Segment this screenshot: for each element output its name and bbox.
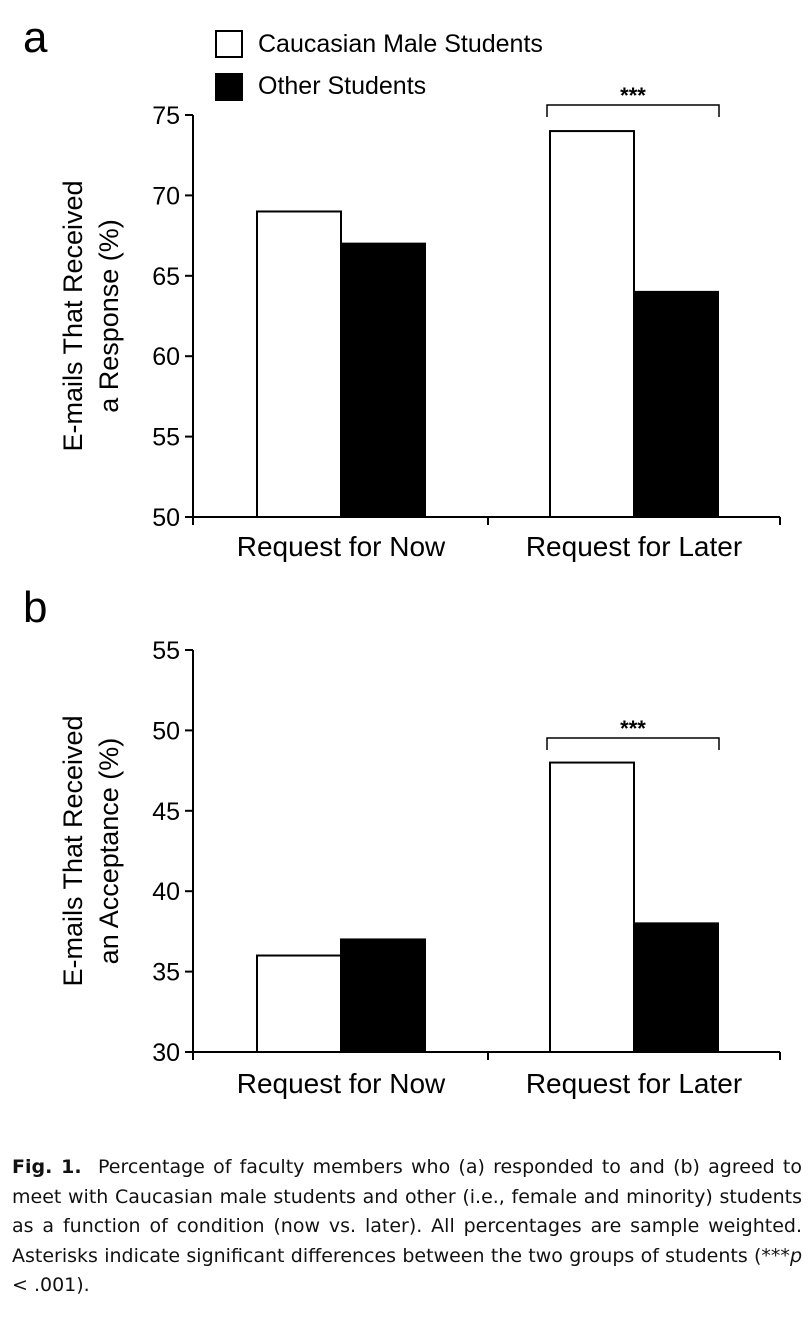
caption-label: Fig. 1. (12, 1156, 82, 1178)
y-axis-label: E-mails That Received (58, 180, 88, 451)
legend-label-caucasian: Caucasian Male Students (258, 30, 543, 58)
panel-a: a 50 55 60 65 70 75 Request for Now Request for … (23, 13, 781, 562)
panel-letter: a (23, 13, 48, 62)
significance-label: *** (620, 83, 646, 108)
y-tick-label: 35 (152, 959, 180, 987)
y-axis-label: an Acceptance (%) (94, 738, 124, 965)
bar-other-1 (633, 290, 719, 518)
caption-text-end: < .001). (12, 1274, 90, 1296)
bar-other-0 (340, 938, 426, 1053)
significance-bracket (546, 737, 720, 750)
y-axis-label: a Response (%) (94, 219, 124, 413)
bar-other-1 (633, 922, 719, 1053)
y-tick-label: 40 (152, 878, 180, 906)
y-tick-label: 70 (152, 182, 180, 210)
x-category-label: Request for Now (237, 531, 446, 562)
bar-other-0 (340, 242, 426, 518)
y-tick-label: 75 (152, 102, 180, 130)
y-tick-label: 55 (152, 637, 180, 665)
y-tick-label: 45 (152, 798, 180, 826)
significance-label: *** (620, 716, 646, 741)
legend: Caucasian Male Students Other Students (215, 30, 543, 101)
significance-bracket (546, 104, 720, 117)
y-tick-label: 50 (152, 717, 180, 745)
bar-caucasian-1 (549, 130, 635, 519)
x-category-label: Request for Later (526, 531, 742, 562)
caption-p-symbol: p (789, 1244, 802, 1267)
panel-b: b 30 35 40 45 50 55 Request for Now Request for … (23, 583, 781, 1099)
x-category-label: Request for Now (237, 1068, 446, 1099)
legend-swatch-other (215, 73, 243, 101)
bar-caucasian-0 (256, 210, 342, 518)
y-axis-label: E-mails That Received (58, 715, 88, 986)
caption-text: Percentage of faculty members who (a) re… (12, 1156, 802, 1267)
legend-swatch-caucasian (215, 30, 243, 58)
y-tick-label: 50 (152, 504, 180, 532)
y-tick-label: 60 (152, 343, 180, 371)
figure-caption: Fig. 1. Percentage of faculty members wh… (12, 1153, 802, 1301)
x-category-label: Request for Later (526, 1068, 742, 1099)
y-tick-label: 55 (152, 424, 180, 452)
y-tick-label: 30 (152, 1039, 180, 1067)
panel-letter: b (23, 583, 47, 632)
legend-label-other: Other Students (258, 72, 426, 100)
bar-caucasian-0 (256, 954, 342, 1054)
bar-caucasian-1 (549, 761, 635, 1053)
y-tick-label: 65 (152, 263, 180, 291)
